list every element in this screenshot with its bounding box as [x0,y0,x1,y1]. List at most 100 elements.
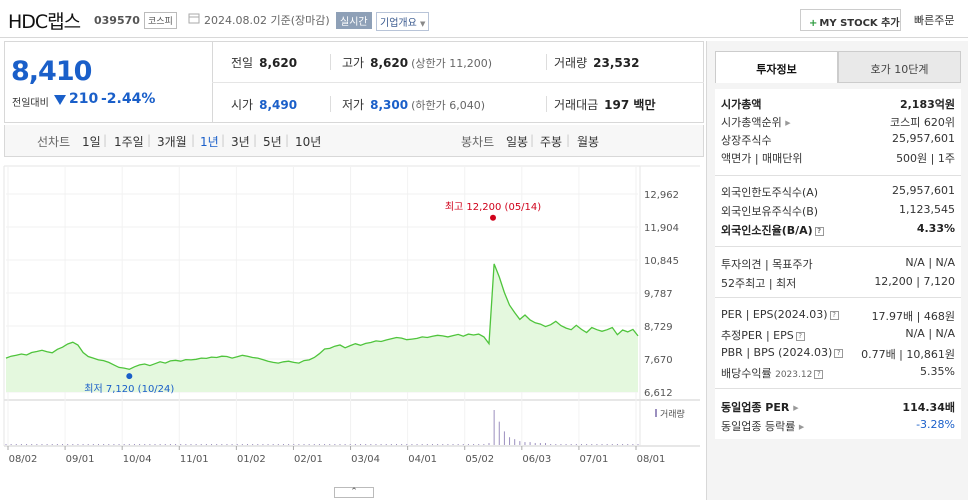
foreign-limit-label: 외국인한도주식수(A) [721,186,819,199]
sector-per-value: 114.34배 [902,401,955,414]
shares-row: 상장주식수 25,957,601 [721,132,955,150]
candle-daily[interactable]: 일봉 [506,135,529,149]
min-point-marker [126,373,133,380]
foreign-hold-row: 외국인보유주식수(B) 1,123,545 [721,203,955,221]
volume-bar [87,444,89,445]
per-text: PER | EPS(2024.03) [721,308,828,321]
my-stock-button[interactable]: + MY STOCK 추가 [800,9,901,31]
volume-bar [488,443,490,445]
volume-bar [175,444,177,445]
realtime-badge[interactable]: 실시간 [336,12,372,29]
base-date: 2024.08.02 기준(장마감) [204,14,330,27]
tab-investment-info[interactable]: 투자정보 [715,51,838,83]
divider [330,96,331,112]
volume-bar [56,444,58,445]
volume-bar [108,444,110,445]
volume-bar [591,444,593,445]
cap-rank-label[interactable]: 시가총액순위 ▶ [721,114,791,130]
volume-bar [354,444,356,445]
x-tick-label: 02/01 [294,454,323,465]
candle-monthly[interactable]: 월봉 [577,135,600,149]
volume-bar [375,444,377,445]
volume-bar [128,444,130,445]
volume-bar [20,444,22,445]
volume-bar [575,444,577,445]
volume-bar [26,444,28,445]
sector-per-label[interactable]: 동일업종 PER ▶ [721,399,799,415]
collapse-toggle-icon[interactable]: ⌃ [334,487,374,498]
volume-bar [529,442,531,445]
quick-order-link[interactable]: 빠른주문 [914,14,955,27]
open-value: 8,490 [259,98,298,112]
volume-bar [205,444,207,445]
period-3y[interactable]: 3년 [231,135,250,149]
candle-weekly[interactable]: 주봉 [540,135,563,149]
volume-bar [31,444,33,445]
price-change: 210 [69,91,99,107]
volume-bar [611,444,613,445]
volume-cell: 거래량 23,532 [554,54,639,71]
tab-order-book[interactable]: 호가 10단계 [838,51,961,83]
volume-bar [62,444,64,445]
sector-change-value: -3.28% [916,418,955,431]
x-tick-label: 08/02 [9,454,38,465]
calendar-icon [188,13,200,24]
volume-bar [51,444,53,445]
help-icon[interactable]: ? [834,348,844,358]
help-icon[interactable]: ? [814,226,824,236]
period-1d[interactable]: 1일 [82,135,101,149]
volume-bar [236,444,238,445]
period-1w[interactable]: 1주일 [114,135,144,149]
help-icon[interactable]: ? [795,331,805,341]
week52-row: 52주최고 | 최저 12,200 | 7,120 [721,275,955,293]
volume-bar [545,443,547,445]
volume-bar [298,444,300,445]
divider: | [285,133,290,147]
volume-bar [503,431,505,445]
volume-bar [190,444,192,445]
foreign-section: 외국인한도주식수(A) 25,957,601 외국인보유주식수(B) 1,123… [715,176,961,246]
volume-bar [123,444,125,445]
y-tick-label: 9,787 [644,289,673,300]
volume-bar [627,444,629,445]
volume-bar [457,444,459,445]
volume-bar [524,442,526,445]
volume-bar [282,444,284,445]
help-icon[interactable]: ? [829,310,839,320]
volume-bar [570,444,572,445]
y-tick-label: 10,845 [644,256,679,267]
sector-change-label[interactable]: 동일업종 등락률 ▶ [721,418,804,434]
sector-section: 동일업종 PER ▶ 114.34배 동일업종 등락률 ▶ -3.28% [715,389,961,439]
period-5y[interactable]: 5년 [263,135,282,149]
price-panel: 8,410 전일대비 210 -2.44% 전일 8,620 고가 8,620 (상한… [4,41,704,123]
down-arrow-icon [54,95,66,105]
help-icon[interactable]: ? [814,369,824,379]
my-stock-label: MY STOCK 추가 [819,18,900,29]
volume-bar [365,444,367,445]
volume-bar [252,444,254,445]
period-10y[interactable]: 10년 [295,135,322,149]
per-value: 17.97배 | 468원 [871,310,955,323]
est-per-value: N/A | N/A [905,327,955,340]
volume-bar [277,444,279,445]
volume-bar [514,439,516,445]
volume-bar [349,444,351,445]
dropdown-arrow-icon: ▼ [420,20,426,28]
volume-bar [406,444,408,445]
max-point-marker [490,214,496,221]
x-tick-label: 06/03 [522,454,551,465]
volume-bar [452,444,454,445]
y-tick-label: 7,670 [644,355,673,366]
market-cap-value: 2,183억원 [899,98,955,111]
period-1y[interactable]: 1년 [200,135,219,149]
volume-bar [385,444,387,445]
company-info-dropdown[interactable]: 기업개요 ▼ [376,12,430,31]
volume-bar [411,444,413,445]
volume-bar [426,444,428,445]
prev-close-cell: 전일 8,620 [231,54,297,71]
volume-bar [509,437,511,445]
period-3m[interactable]: 3개월 [157,135,187,149]
price-chart[interactable]: 12,962 11,904 10,845 9,787 8,729 7,670 6,612 08… [0,158,705,500]
volume-bar [169,444,171,445]
volume-bar [565,444,567,445]
